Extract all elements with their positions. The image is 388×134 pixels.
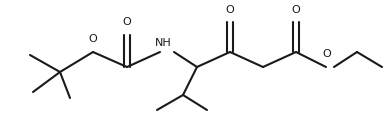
Text: O: O [292,5,300,15]
Text: O: O [88,34,97,44]
Text: NH: NH [155,38,171,48]
Text: O: O [226,5,234,15]
Text: O: O [323,49,331,59]
Text: O: O [123,17,132,27]
